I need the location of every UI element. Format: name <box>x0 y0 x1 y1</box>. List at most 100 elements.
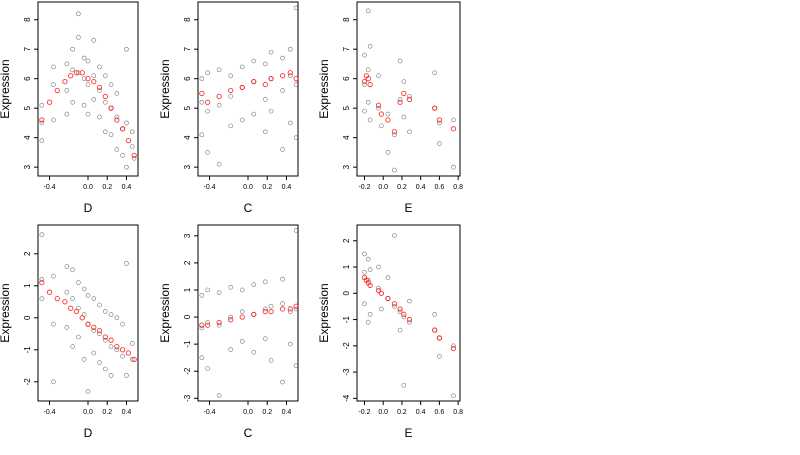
observed-point <box>451 164 456 170</box>
y-tick-label: 5 <box>342 105 351 110</box>
observed-point <box>228 284 233 290</box>
y-tick-label: 8 <box>342 17 351 22</box>
x-tick-label: 0.0 <box>83 184 93 191</box>
y-tick-label: 8 <box>23 17 32 22</box>
fitted-point <box>125 350 132 356</box>
observed-point <box>103 99 108 105</box>
observed-point <box>251 111 257 117</box>
fitted-point <box>378 111 384 117</box>
fitted-point <box>432 105 438 111</box>
panel-6: -0.2 0.0 0.2 0.4 0.6 0.8 -4 -3 -2 -1 0 1 2 E Expressio… <box>317 224 463 440</box>
observed-point <box>239 287 245 293</box>
observed-point <box>51 321 56 327</box>
y-tick-label: -1 <box>342 315 351 323</box>
observed-point <box>124 164 129 170</box>
y-axis-label: Expression <box>158 59 172 118</box>
fitted-point <box>361 78 368 85</box>
observed-point <box>124 46 129 52</box>
fitted-point <box>268 308 274 315</box>
y-tick-label: 3 <box>23 164 32 169</box>
observed-point <box>97 114 102 120</box>
observed-point <box>362 269 367 275</box>
observed-point <box>108 373 114 378</box>
plot-frame <box>37 224 139 402</box>
fitted-point <box>62 78 68 85</box>
fitted-point <box>228 317 234 323</box>
observed-point <box>97 331 102 337</box>
observed-point <box>103 73 108 79</box>
fitted-point <box>114 117 120 123</box>
observed-point <box>268 358 274 363</box>
observed-point <box>365 8 371 14</box>
observed-point <box>199 76 205 81</box>
observed-point <box>205 366 210 371</box>
observed-point <box>401 114 407 120</box>
observed-point <box>76 11 81 17</box>
observed-point <box>85 293 91 298</box>
observed-point <box>216 322 222 328</box>
observed-point <box>97 64 102 70</box>
y-tick-label: 7 <box>342 46 351 51</box>
y-tick-label: 2 <box>342 238 351 243</box>
observed-point <box>268 108 274 114</box>
observed-point <box>367 117 373 123</box>
observed-point <box>432 312 438 317</box>
observed-point <box>392 167 397 173</box>
y-tick-label: 3 <box>183 233 192 238</box>
observed-point <box>85 111 91 117</box>
fitted-point <box>367 81 373 88</box>
observed-point <box>293 82 299 87</box>
observed-point <box>432 70 438 76</box>
x-tick-label: 0.0 <box>378 184 388 191</box>
y-tick-label: 8 <box>183 17 192 22</box>
observed-point <box>70 99 75 105</box>
observed-point <box>85 389 91 394</box>
observed-point <box>385 275 391 280</box>
observed-point <box>97 88 102 93</box>
observed-point <box>216 67 222 73</box>
panel-1: -0.4 0.0 0.2 0.4 3 4 5 6 7 8 D Expression <box>0 1 139 215</box>
observed-point <box>129 129 135 135</box>
y-axis-label: Expression <box>317 283 331 342</box>
observed-point <box>263 306 268 312</box>
y-tick-label: 6 <box>183 76 192 81</box>
y-axis-label: Expression <box>0 283 12 342</box>
observed-point <box>108 344 114 349</box>
plot-frame <box>37 1 139 177</box>
observed-point <box>131 156 137 161</box>
observed-point <box>39 232 45 237</box>
observed-point <box>81 286 87 292</box>
y-tick-label: 3 <box>183 164 192 169</box>
observed-point <box>407 319 412 325</box>
fitted-point <box>287 306 293 312</box>
x-tick-label: 0.0 <box>378 409 388 416</box>
fitted-point <box>279 73 286 79</box>
observed-point <box>280 379 285 385</box>
observed-point <box>268 303 274 309</box>
observed-point <box>376 73 381 79</box>
observed-point <box>293 306 299 312</box>
observed-point <box>379 123 384 129</box>
fitted-point <box>46 289 53 295</box>
plot-frame <box>356 1 461 177</box>
x-tick-label: 0.2 <box>397 409 407 416</box>
observed-point <box>288 73 293 79</box>
observed-point <box>114 315 120 321</box>
fitted-point <box>385 117 391 123</box>
observed-point <box>263 129 268 135</box>
observed-point <box>199 325 205 331</box>
fitted-point <box>228 87 234 94</box>
observed-point <box>288 341 293 347</box>
observed-point <box>365 256 371 262</box>
x-tick-label: -0.4 <box>44 184 56 191</box>
observed-point <box>199 99 205 105</box>
y-axis-label: Expression <box>317 59 331 118</box>
fitted-point <box>68 73 74 79</box>
observed-point <box>437 120 442 126</box>
fitted-point <box>131 356 137 363</box>
x-axis-label: D <box>84 201 93 215</box>
fitted-point <box>73 70 80 76</box>
fitted-point <box>204 99 211 105</box>
fitted-point <box>54 295 60 302</box>
